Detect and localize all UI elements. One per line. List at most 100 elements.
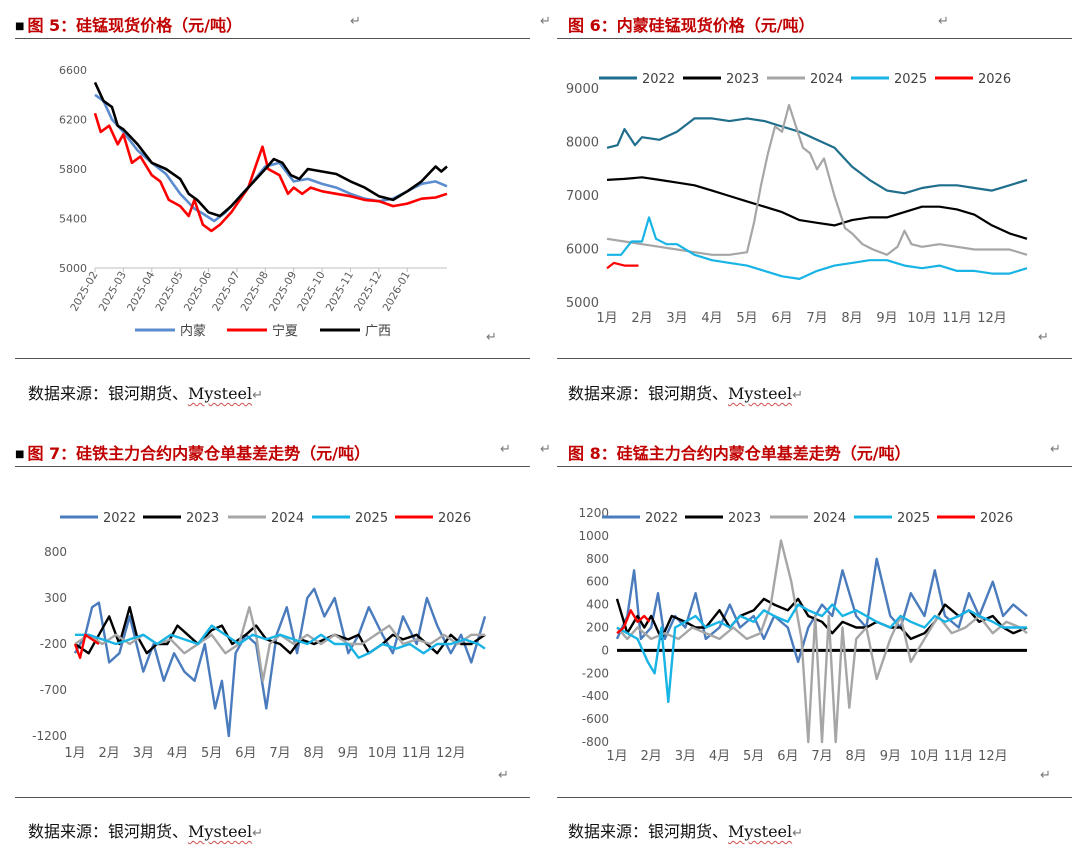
y-tick-label: 5800 — [59, 163, 87, 176]
x-tick-label: 10月 — [368, 746, 398, 761]
x-tick-label: 1月 — [606, 749, 627, 764]
x-tick-label: 5月 — [736, 311, 757, 326]
chart5-title: ■ 图 5：硅锰现货价格（元/吨） — [15, 12, 242, 36]
legend-label: 2026 — [978, 72, 1011, 87]
return-mark: ↵ — [1038, 330, 1049, 345]
x-tick-label: 5月 — [743, 749, 764, 764]
x-tick-label: 3月 — [133, 746, 154, 761]
x-tick-label: 8月 — [304, 746, 325, 761]
x-tick-label: 11月 — [944, 749, 974, 764]
x-tick-label: 7月 — [811, 749, 832, 764]
source-brand: Mysteel — [188, 822, 253, 841]
x-tick-label: 2025-02 — [68, 270, 100, 314]
x-tick-label: 7月 — [806, 311, 827, 326]
y-tick-label: -800 — [582, 735, 609, 749]
x-tick-label: 9月 — [338, 746, 359, 761]
chart6-line-chart: 5000 6000 7000 8000 9000 1月 2月 3月 4月 5月 6月 7月 8月 9月 10… — [566, 72, 1028, 326]
series-line-宁夏 — [93, 112, 448, 233]
x-tick-label: 3月 — [666, 311, 687, 326]
x-tick-label: 2025-05 — [153, 270, 185, 314]
y-tick-label: 0 — [601, 643, 609, 657]
legend-label: 2026 — [980, 511, 1013, 526]
legend-label: 2025 — [897, 511, 930, 526]
return-mark: ↵ — [498, 768, 509, 783]
series-line-2024 — [616, 539, 1028, 744]
x-tick-label: 8月 — [846, 749, 867, 764]
data-source: 数据来源：银河期货、Mysteel↵ — [568, 818, 803, 842]
data-source: 数据来源：银河期货、Mysteel↵ — [28, 818, 263, 842]
series-line-2023 — [606, 176, 1028, 240]
x-tick-label: 1月 — [64, 746, 85, 761]
legend-label: 广西 — [365, 324, 391, 339]
legend-label: 宁夏 — [272, 323, 298, 339]
y-tick-label: 800 — [44, 545, 67, 559]
source-prefix: 数据来源：银河期货、 — [28, 822, 189, 841]
chart8-title: 图 8：硅锰主力合约内蒙仓单基差走势（元/吨） — [568, 440, 911, 464]
chart-bottom-rule — [15, 797, 530, 798]
x-tick-label: 2月 — [641, 749, 662, 764]
bullet-icon: ■ — [15, 449, 25, 460]
legend-label: 2023 — [728, 511, 761, 526]
y-tick-label: 5000 — [59, 262, 87, 275]
source-prefix: 数据来源：银河期货、 — [568, 384, 729, 403]
x-tick-label: 2025-12 — [352, 270, 384, 314]
series-line-2026 — [606, 261, 639, 270]
y-tick-label: -1200 — [32, 729, 67, 743]
source-brand: Mysteel — [728, 822, 793, 841]
y-tick-label: 600 — [586, 575, 609, 589]
legend-label: 2024 — [810, 72, 843, 87]
source-brand: Mysteel — [728, 384, 793, 403]
chart8-line-chart: -800 -600 -400 -200 0 200 400 600 800 1000 1200 1月 2… — [578, 506, 1028, 764]
chart8-title-text: 图 8：硅锰主力合约内蒙仓单基差走势（元/吨） — [568, 444, 911, 463]
legend-label: 2023 — [726, 72, 759, 87]
legend-label: 2025 — [355, 511, 388, 526]
x-tick-label: 10月 — [910, 749, 940, 764]
series-line-2022 — [73, 587, 487, 738]
y-tick-label: 7000 — [566, 189, 599, 204]
series-line-2026 — [73, 633, 100, 659]
y-tick-label: 5000 — [566, 296, 599, 311]
x-tick-label: 7月 — [269, 746, 290, 761]
chart-bottom-rule — [557, 358, 1072, 359]
y-tick-label: -700 — [40, 683, 67, 697]
return-mark: ↵ — [486, 330, 497, 345]
x-tick-label: 10月 — [907, 311, 937, 326]
y-tick-label: 6600 — [59, 64, 87, 77]
y-tick-label: 400 — [586, 598, 609, 612]
legend-label: 2022 — [103, 511, 136, 526]
return-mark: ↵ — [540, 14, 551, 29]
x-tick-label: 3月 — [675, 749, 696, 764]
title-rule — [15, 38, 530, 39]
return-mark: ↵ — [350, 14, 361, 29]
y-tick-label: 9000 — [566, 82, 599, 97]
legend-label: 2022 — [642, 72, 675, 87]
x-tick-label: 2025-09 — [267, 270, 299, 314]
legend-label: 内蒙 — [180, 323, 206, 339]
x-tick-label: 11月 — [942, 311, 972, 326]
series-line-2026 — [616, 609, 651, 635]
y-tick-label: 8000 — [566, 136, 599, 151]
title-rule — [557, 466, 1072, 467]
x-tick-label: 6月 — [771, 311, 792, 326]
x-tick-label: 2025-07 — [210, 270, 242, 314]
series-line-2025 — [607, 216, 1028, 280]
y-tick-label: 300 — [44, 591, 67, 605]
legend-label: 2024 — [271, 511, 304, 526]
source-brand: Mysteel — [188, 384, 253, 403]
return-mark: ↵ — [252, 826, 264, 841]
x-tick-label: 2月 — [99, 746, 120, 761]
y-tick-label: 1000 — [578, 529, 609, 543]
x-tick-label: 6月 — [777, 749, 798, 764]
legend-label: 2026 — [438, 511, 471, 526]
bullet-icon: ■ — [15, 21, 25, 32]
return-mark: ↵ — [792, 388, 804, 403]
x-tick-label: 2025-06 — [182, 269, 214, 313]
return-mark: ↵ — [500, 442, 511, 457]
return-mark: ↵ — [1050, 442, 1061, 457]
series-line-2024 — [606, 103, 1028, 256]
return-mark: ↵ — [792, 826, 804, 841]
source-prefix: 数据来源：银河期货、 — [568, 822, 729, 841]
x-tick-label: 5月 — [201, 746, 222, 761]
x-tick-label: 4月 — [167, 746, 188, 761]
data-source: 数据来源：银河期货、Mysteel↵ — [568, 380, 803, 404]
